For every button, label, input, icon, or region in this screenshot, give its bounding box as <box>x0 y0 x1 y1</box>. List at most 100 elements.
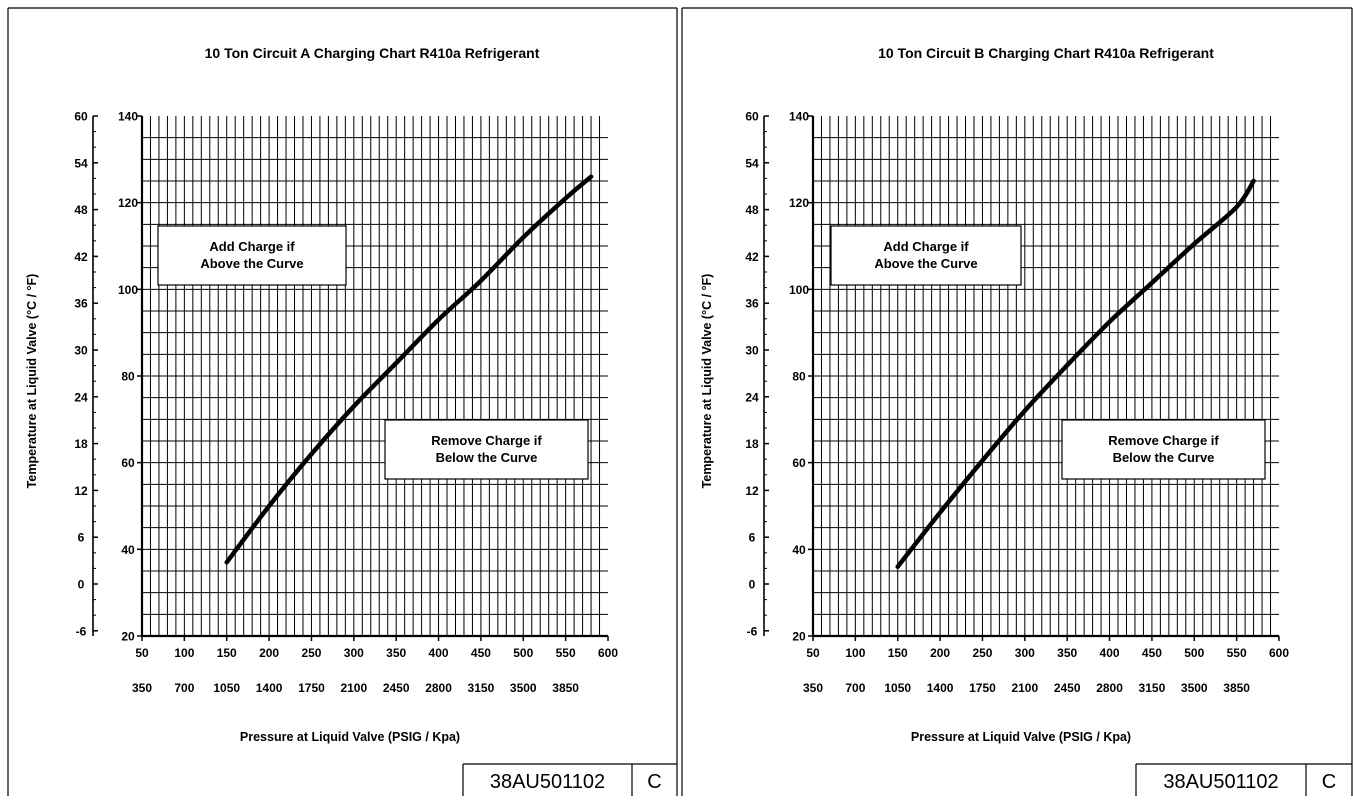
x-tick-label-kpa: 2450 <box>1054 681 1081 695</box>
x-tick-label-kpa: 1050 <box>884 681 911 695</box>
y-tick-label-celsius: 54 <box>74 156 88 170</box>
x-tick-label-kpa: 3850 <box>1223 681 1250 695</box>
x-tick-label-psig: 500 <box>1184 646 1204 660</box>
x-tick-label-psig: 100 <box>174 646 194 660</box>
y-tick-label-celsius: -6 <box>76 624 87 638</box>
y-tick-label-fahrenheit: 40 <box>121 543 135 557</box>
x-tick-label-kpa: 3850 <box>552 681 579 695</box>
y-tick-label-fahrenheit: 20 <box>121 630 135 644</box>
x-tick-label-kpa: 2800 <box>1096 681 1123 695</box>
y-tick-label-celsius: 18 <box>74 437 88 451</box>
x-tick-label-psig: 400 <box>1100 646 1120 660</box>
remove-charge-box-text: Below the Curve <box>1113 450 1215 465</box>
chart-title: 10 Ton Circuit A Charging Chart R410a Re… <box>205 45 540 61</box>
x-axis-label: Pressure at Liquid Valve (PSIG / Kpa) <box>911 730 1131 744</box>
y-tick-label-fahrenheit: 140 <box>789 110 809 124</box>
x-tick-label-kpa: 3150 <box>1139 681 1166 695</box>
x-tick-label-psig: 200 <box>259 646 279 660</box>
x-tick-label-psig: 400 <box>429 646 449 660</box>
y-tick-label-celsius: 30 <box>745 344 759 358</box>
remove-charge-box-text: Below the Curve <box>436 450 538 465</box>
y-tick-label-fahrenheit: 60 <box>792 456 806 470</box>
x-tick-label-kpa: 700 <box>845 681 865 695</box>
chart-title: 10 Ton Circuit B Charging Chart R410a Re… <box>878 45 1214 61</box>
charging-curve <box>895 178 1256 569</box>
x-tick-label-kpa: 1400 <box>256 681 283 695</box>
add-charge-box-text: Above the Curve <box>200 256 303 271</box>
x-tick-label-kpa: 2800 <box>425 681 452 695</box>
y-tick-label-celsius: 36 <box>74 297 88 311</box>
x-tick-label-kpa: 350 <box>803 681 823 695</box>
y-tick-label-celsius: 18 <box>745 437 759 451</box>
add-charge-box-text: Add Charge if <box>209 239 295 254</box>
x-tick-label-kpa: 700 <box>174 681 194 695</box>
x-tick-label-psig: 300 <box>344 646 364 660</box>
add-charge-box-frame <box>157 225 347 286</box>
x-tick-label-kpa: 1400 <box>927 681 954 695</box>
x-tick-label-psig: 50 <box>806 646 820 660</box>
y-tick-label-celsius: 60 <box>745 110 759 124</box>
y-tick-label-fahrenheit: 80 <box>121 370 135 384</box>
doc-number-block: 38AU501102 C <box>462 763 677 796</box>
y-tick-label-celsius: 0 <box>749 578 756 592</box>
y-tick-label-celsius: -6 <box>747 624 758 638</box>
y-tick-label-celsius: 6 <box>749 531 756 545</box>
x-tick-label-kpa: 2100 <box>340 681 367 695</box>
remove-charge-box-frame <box>1061 419 1266 480</box>
add-charge-box: Add Charge if Above the Curve <box>157 225 347 286</box>
x-tick-label-psig: 500 <box>513 646 533 660</box>
x-tick-label-psig: 350 <box>1057 646 1077 660</box>
x-tick-label-psig: 200 <box>930 646 950 660</box>
x-tick-label-kpa: 1750 <box>969 681 996 695</box>
remove-charge-box-text: Remove Charge if <box>431 433 542 448</box>
x-tick-label-kpa: 1050 <box>213 681 240 695</box>
y-tick-label-fahrenheit: 20 <box>792 630 806 644</box>
y-tick-label-fahrenheit: 40 <box>792 543 806 557</box>
x-tick-label-psig: 600 <box>598 646 618 660</box>
revision-letter: C <box>647 771 661 793</box>
y-tick-label-celsius: 0 <box>78 578 85 592</box>
x-tick-label-kpa: 3150 <box>468 681 495 695</box>
charging-curve <box>224 174 594 565</box>
chart-grid <box>142 116 608 636</box>
x-tick-label-kpa: 3500 <box>510 681 537 695</box>
add-charge-box-frame <box>830 225 1022 286</box>
y-tick-label-celsius: 12 <box>745 484 759 498</box>
y-tick-label-celsius: 24 <box>745 390 759 404</box>
remove-charge-box-text: Remove Charge if <box>1108 433 1219 448</box>
x-tick-label-psig: 100 <box>845 646 865 660</box>
add-charge-box-text: Add Charge if <box>883 239 969 254</box>
y-tick-label-fahrenheit: 100 <box>789 283 809 297</box>
revision-letter: C <box>1322 771 1336 793</box>
x-tick-label-kpa: 1750 <box>298 681 325 695</box>
x-tick-label-kpa: 3500 <box>1181 681 1208 695</box>
x-tick-label-kpa: 2100 <box>1011 681 1038 695</box>
doc-number: 38AU501102 <box>1163 771 1278 793</box>
add-charge-box-text: Above the Curve <box>874 256 977 271</box>
x-tick-label-psig: 450 <box>471 646 491 660</box>
x-tick-label-psig: 300 <box>1015 646 1035 660</box>
y-tick-label-fahrenheit: 80 <box>792 370 806 384</box>
y-tick-label-celsius: 42 <box>745 250 759 264</box>
y-tick-label-celsius: 24 <box>74 390 88 404</box>
y-tick-label-celsius: 30 <box>74 344 88 358</box>
y-axis-label: Temperature at Liquid Valve (°C / °F) <box>700 274 714 489</box>
y-tick-label-celsius: 6 <box>78 531 85 545</box>
y-tick-label-fahrenheit: 100 <box>118 283 138 297</box>
x-tick-label-kpa: 350 <box>132 681 152 695</box>
y-tick-label-celsius: 48 <box>74 203 88 217</box>
x-tick-label-psig: 150 <box>217 646 237 660</box>
y-tick-label-celsius: 48 <box>745 203 759 217</box>
x-tick-label-psig: 250 <box>301 646 321 660</box>
x-tick-label-psig: 350 <box>386 646 406 660</box>
x-tick-label-psig: 250 <box>972 646 992 660</box>
charging-chart-circuit-a: 10 Ton Circuit A Charging Chart R410a Re… <box>25 45 677 796</box>
y-tick-label-fahrenheit: 60 <box>121 456 135 470</box>
x-tick-label-kpa: 2450 <box>383 681 410 695</box>
y-tick-label-fahrenheit: 120 <box>118 196 138 210</box>
y-tick-label-celsius: 54 <box>745 156 759 170</box>
y-tick-label-fahrenheit: 140 <box>118 110 138 124</box>
y-tick-label-celsius: 12 <box>74 484 88 498</box>
chart-grid <box>813 116 1279 636</box>
